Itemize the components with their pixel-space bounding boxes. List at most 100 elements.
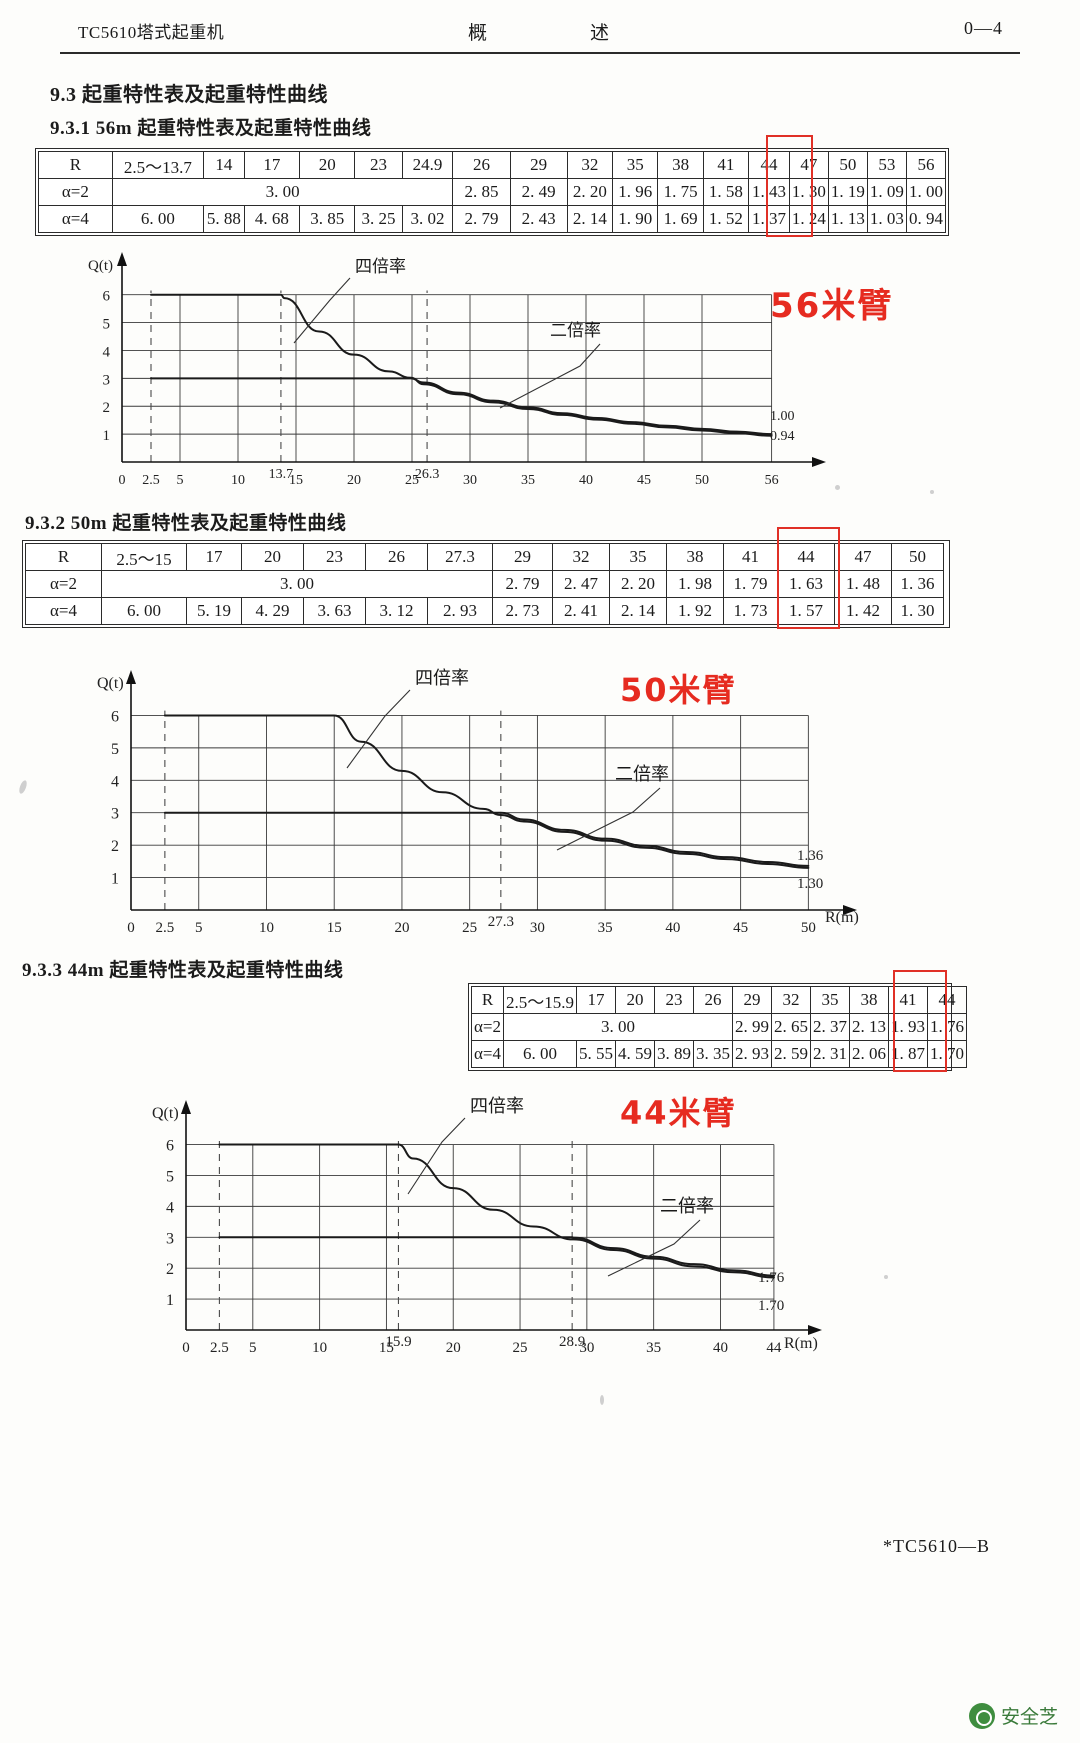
alpha2-cell: 2. 13 bbox=[849, 1013, 889, 1041]
svg-text:5: 5 bbox=[166, 1168, 174, 1185]
radius-cell: 27.3 bbox=[427, 543, 493, 571]
svg-text:35: 35 bbox=[646, 1340, 661, 1356]
svg-text:二倍率: 二倍率 bbox=[660, 1196, 714, 1217]
alpha4-cell: 1. 87 bbox=[888, 1040, 928, 1068]
svg-text:30: 30 bbox=[463, 473, 477, 488]
alpha4-cell: 3. 85 bbox=[299, 205, 356, 233]
svg-text:6: 6 bbox=[111, 708, 119, 725]
alpha4-cell: 3. 63 bbox=[303, 597, 366, 625]
alpha2-cell: 1. 19 bbox=[827, 178, 868, 206]
alpha2-cell: 1. 09 bbox=[866, 178, 907, 206]
alpha4-cell: 3. 02 bbox=[401, 205, 454, 233]
svg-text:Q(t): Q(t) bbox=[152, 1105, 179, 1122]
svg-text:25: 25 bbox=[513, 1340, 528, 1356]
alpha4-cell: 2. 31 bbox=[810, 1040, 850, 1068]
radius-cell: 38 bbox=[666, 543, 724, 571]
svg-text:40: 40 bbox=[579, 473, 593, 488]
radius-cell: 14 bbox=[202, 151, 245, 179]
svg-text:2: 2 bbox=[103, 400, 111, 416]
svg-text:3: 3 bbox=[166, 1230, 174, 1247]
alpha4-cell: 2. 06 bbox=[849, 1040, 889, 1068]
scan-speck bbox=[17, 779, 29, 795]
svg-text:56: 56 bbox=[765, 473, 779, 488]
radius-cell: 47 bbox=[788, 151, 829, 179]
svg-text:6: 6 bbox=[103, 289, 111, 305]
radius-cell: 23 bbox=[354, 151, 403, 179]
chart-50m: 1 2 3 4 5 6 Q(t) 0 2.5 5 10 15 20 25 27.3 30 35 40 45 50 R(m… bbox=[85, 660, 875, 950]
radius-cell: 20 bbox=[615, 986, 655, 1014]
svg-text:5: 5 bbox=[195, 920, 203, 936]
alpha4-cell: 2. 73 bbox=[492, 597, 553, 625]
svg-text:四倍率: 四倍率 bbox=[415, 668, 469, 689]
table-row: R 2.5～15.9 17 20 23 26 29 32 35 38 41 44 bbox=[471, 986, 967, 1014]
alpha4-cell: 3. 35 bbox=[693, 1040, 733, 1068]
svg-text:40: 40 bbox=[665, 920, 680, 936]
alpha2-cell: 2. 20 bbox=[609, 570, 667, 598]
document-code: *TC5610—B bbox=[882, 1536, 990, 1556]
radius-cell: 38 bbox=[849, 986, 889, 1014]
radius-cell: 17 bbox=[576, 986, 616, 1014]
heading-9-3-1: 9.3.1 56m 起重特性表及起重特性曲线 bbox=[50, 118, 372, 139]
svg-text:1: 1 bbox=[166, 1292, 174, 1309]
watermark-icon bbox=[968, 1702, 995, 1729]
alpha4-cell: 2. 93 bbox=[427, 597, 493, 625]
header-center-1: 概 bbox=[468, 23, 488, 44]
alpha4-cell: 4. 68 bbox=[243, 205, 301, 233]
svg-text:15: 15 bbox=[379, 1340, 394, 1356]
table-50m: R 2.5～15 17 20 23 26 27.3 29 32 35 38 41 44 47 50 α=2 3.… bbox=[22, 527, 950, 629]
alpha2-cell: 1. 48 bbox=[834, 570, 892, 598]
svg-text:1: 1 bbox=[111, 871, 119, 888]
svg-text:25: 25 bbox=[462, 920, 477, 936]
radius-cell: 20 bbox=[241, 543, 304, 571]
table-row: α=2 3. 00 2. 99 2. 65 2. 37 2. 13 1. 93 1. 76 bbox=[471, 1013, 967, 1041]
alpha4-cell: 1. 69 bbox=[657, 205, 704, 233]
radius-cell: 50 bbox=[891, 543, 944, 571]
radius-cell: 41 bbox=[888, 986, 928, 1014]
chart-56m: 1 2 3 4 5 6 Q(t) 0 2.5 5 10 13.7 15 20 25 26.3 30 35 40 45 5… bbox=[80, 248, 840, 498]
svg-text:10: 10 bbox=[259, 920, 274, 936]
svg-text:10: 10 bbox=[312, 1340, 327, 1356]
alpha2-cell: 1. 79 bbox=[723, 570, 778, 598]
alpha2-cell: 1. 36 bbox=[891, 570, 944, 598]
alpha2-cell: 1. 30 bbox=[788, 178, 829, 206]
row-header-R: R bbox=[471, 986, 504, 1014]
svg-text:2.5: 2.5 bbox=[155, 920, 174, 936]
radius-cell: 29 bbox=[492, 543, 553, 571]
alpha2-cell: 1. 75 bbox=[657, 178, 704, 206]
svg-text:二倍率: 二倍率 bbox=[550, 321, 601, 341]
alpha4-cell: 3. 25 bbox=[354, 205, 403, 233]
alpha2-cell: 2. 47 bbox=[552, 570, 610, 598]
alpha4-cell: 1. 70 bbox=[927, 1040, 967, 1068]
svg-text:二倍率: 二倍率 bbox=[615, 764, 669, 785]
svg-text:1.76: 1.76 bbox=[758, 1270, 785, 1286]
alpha4-cell: 3. 89 bbox=[654, 1040, 694, 1068]
table-row: α=2 3. 00 2. 79 2. 47 2. 20 1. 98 1. 79 1. 63 1.… bbox=[25, 570, 944, 598]
svg-text:6: 6 bbox=[166, 1138, 174, 1155]
heading-9-3-2: 9.3.2 50m 起重特性表及起重特性曲线 bbox=[25, 513, 347, 534]
radius-cell: 53 bbox=[866, 151, 907, 179]
alpha2-cell: 1. 58 bbox=[702, 178, 750, 206]
radius-cell: 23 bbox=[303, 543, 366, 571]
svg-text:Q(t): Q(t) bbox=[97, 675, 124, 692]
radius-cell: 35 bbox=[810, 986, 850, 1014]
alpha2-cell: 1. 98 bbox=[666, 570, 724, 598]
table-row: α=2 3. 00 2. 85 2. 49 2. 20 1. 96 1. 75 1. 58 1.… bbox=[38, 178, 947, 206]
alpha2-cell: 1. 93 bbox=[888, 1013, 928, 1041]
svg-text:四倍率: 四倍率 bbox=[470, 1096, 524, 1117]
svg-text:R(m): R(m) bbox=[784, 1335, 818, 1352]
alpha4-cell: 1. 52 bbox=[702, 205, 750, 233]
alpha2-cell: 2. 79 bbox=[492, 570, 553, 598]
radius-cell: 17 bbox=[186, 543, 242, 571]
svg-text:20: 20 bbox=[347, 473, 361, 488]
radius-cell: 50 bbox=[827, 151, 868, 179]
alpha2-cell: 1. 76 bbox=[927, 1013, 967, 1041]
alpha2-cell: 2. 37 bbox=[810, 1013, 850, 1041]
svg-text:1.00: 1.00 bbox=[770, 409, 795, 424]
svg-text:1: 1 bbox=[103, 428, 111, 444]
svg-text:4: 4 bbox=[166, 1199, 174, 1216]
svg-text:1.70: 1.70 bbox=[758, 1298, 784, 1314]
radius-cell: 32 bbox=[552, 543, 610, 571]
table-44m: R 2.5～15.9 17 20 23 26 29 32 35 38 41 44 α=2 3. 00 2. … bbox=[468, 970, 967, 1072]
row-header-R: R bbox=[25, 543, 102, 571]
